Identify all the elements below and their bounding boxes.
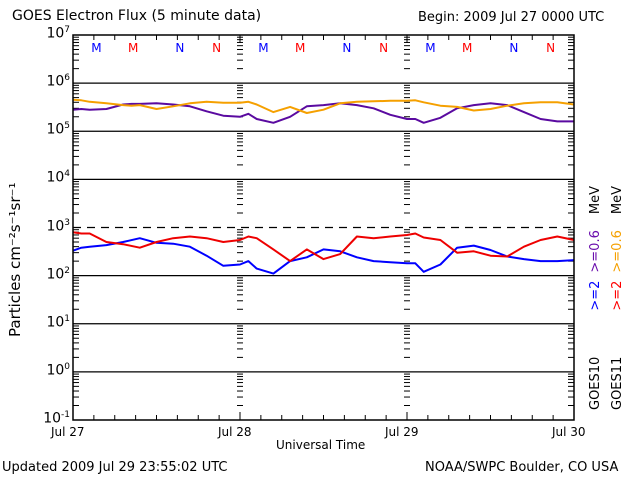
- legend-unit: MeV: [588, 186, 603, 215]
- y-axis-label: Particles cm⁻²s⁻¹sr⁻¹: [6, 182, 24, 337]
- legend-entry: >=0.6: [588, 230, 603, 273]
- legend-entry: >=2: [610, 280, 625, 311]
- legend-unit: MeV: [610, 186, 625, 215]
- y-tick-label: 103: [46, 217, 70, 235]
- local-time-marker: M: [91, 41, 101, 55]
- local-time-marker: M: [295, 41, 305, 55]
- x-tick-label: Jul 28: [218, 425, 252, 439]
- local-time-marker: N: [509, 41, 518, 55]
- series-line-goes11-2-mev: [72, 231, 575, 263]
- chart-begin-time: Begin: 2009 Jul 27 0000 UTC: [418, 10, 605, 25]
- x-axis-label: Universal Time: [276, 438, 366, 452]
- series-line-goes11-0-6-mev: [72, 98, 575, 114]
- x-tick-label: Jul 29: [385, 425, 419, 439]
- footer-source: NOAA/SWPC Boulder, CO USA: [425, 460, 619, 475]
- y-tick-label: 100: [46, 361, 70, 379]
- x-tick-label: Jul 27: [51, 425, 85, 439]
- local-time-marker: M: [462, 41, 472, 55]
- local-time-marker: N: [342, 41, 351, 55]
- series-line-goes10-0-6-mev: [72, 102, 574, 124]
- local-time-marker: N: [212, 41, 221, 55]
- y-tick-label: 101: [46, 313, 70, 331]
- y-tick-label: 10-1: [43, 410, 70, 427]
- legend-satellite: GOES10: [588, 356, 603, 410]
- x-tick-label: Jul 30: [552, 425, 586, 439]
- legend-column-goes10: GOES10 >=2 >=0.6 MeV: [588, 186, 603, 410]
- y-tick-label: 104: [46, 169, 70, 187]
- local-time-marker: N: [175, 41, 184, 55]
- plot-frame: [72, 34, 575, 421]
- legend-column-goes11: GOES11 >=2 >=0.6 MeV: [610, 186, 625, 410]
- y-tick-label: 105: [46, 121, 70, 138]
- chart-title: GOES Electron Flux (5 minute data): [12, 8, 262, 24]
- local-time-marker: M: [128, 41, 138, 55]
- series-layer: [72, 98, 575, 275]
- legend-satellite: GOES11: [610, 356, 625, 410]
- legend-entry: >=0.6: [610, 230, 625, 273]
- grid-layer: [73, 82, 574, 373]
- y-tick-label: 106: [46, 73, 70, 90]
- y-tick-label: 102: [46, 265, 70, 283]
- legend-entry: >=2: [588, 280, 603, 311]
- local-time-marker: N: [546, 41, 555, 55]
- local-time-marker: N: [379, 41, 388, 55]
- local-time-marker: M: [425, 41, 435, 55]
- y-tick-label: 107: [46, 25, 70, 42]
- local-time-marker: M: [258, 41, 268, 55]
- footer-updated: Updated 2009 Jul 29 23:55:02 UTC: [2, 460, 228, 475]
